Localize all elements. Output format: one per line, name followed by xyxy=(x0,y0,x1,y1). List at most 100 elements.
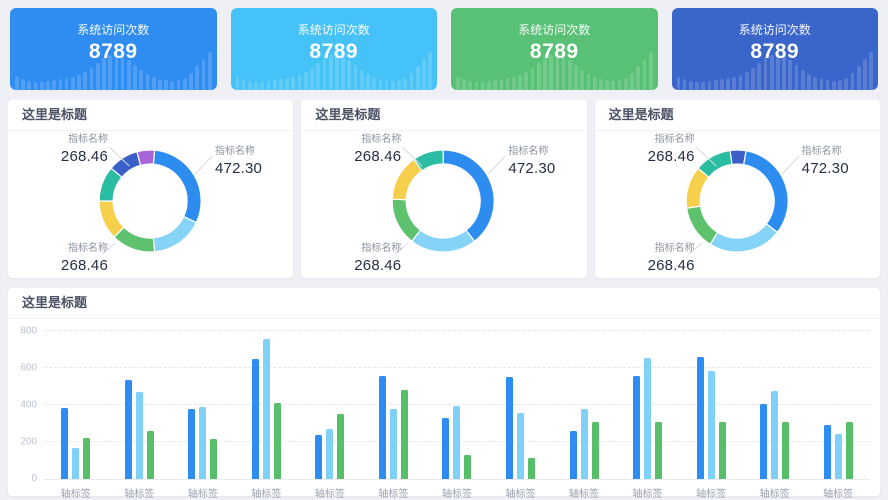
mini-bar xyxy=(695,82,699,90)
mini-bar xyxy=(322,58,327,90)
bar-light-blue[interactable] xyxy=(262,339,270,479)
donut-segment[interactable] xyxy=(729,149,747,166)
stats-row: 系统访问次数 8789 系统访问次数 8789 系统访问次数 8789 系统访问… xyxy=(0,0,888,90)
bar-blue[interactable] xyxy=(188,408,196,479)
donut-chart[interactable] xyxy=(8,131,293,278)
donut-segment[interactable] xyxy=(696,149,733,179)
donut-segment[interactable] xyxy=(685,205,719,246)
mini-bar xyxy=(617,80,622,90)
bar-blue[interactable] xyxy=(378,375,386,479)
mini-bar xyxy=(511,77,516,90)
mini-bar xyxy=(372,77,377,90)
mini-bar xyxy=(384,80,389,90)
card-title: 这里是标题 xyxy=(594,100,880,131)
card-title: 这里是标题 xyxy=(8,100,294,131)
mini-bar xyxy=(316,63,321,90)
bar-blue[interactable] xyxy=(633,376,641,479)
bar-group xyxy=(171,331,235,479)
bar-blue[interactable] xyxy=(315,434,323,479)
bar-blue[interactable] xyxy=(569,430,577,479)
bar-light-blue[interactable] xyxy=(771,390,779,479)
card-title: 这里是标题 xyxy=(8,288,880,319)
callout-leader-line xyxy=(194,155,213,175)
bar-green[interactable] xyxy=(146,430,154,479)
callout-value: 472.30 xyxy=(508,159,556,177)
bar-green[interactable] xyxy=(718,421,726,479)
donut-segment[interactable] xyxy=(411,229,476,253)
mini-bar xyxy=(108,55,112,90)
mini-bar xyxy=(151,77,156,90)
mini-bar xyxy=(428,52,432,90)
callout-name: 指标名称 xyxy=(654,134,695,145)
donut-segment[interactable] xyxy=(98,200,125,238)
mini-bar xyxy=(769,55,774,90)
mini-bar xyxy=(751,68,755,90)
bar-light-blue[interactable] xyxy=(707,371,715,479)
bar-group xyxy=(235,331,299,479)
bar-chart-body: 0 200 400 600 800 轴标签 轴标签 轴标签 轴标签 轴标签 轴标签 轴标签 轴标签 轴标… xyxy=(8,319,880,500)
bar-green[interactable] xyxy=(210,439,218,479)
bar-blue[interactable] xyxy=(124,380,132,479)
mini-bar xyxy=(676,77,681,90)
donut-card-3: 这里是标题 指标名称 268.46 指标名称 472.30 指标名称 268.4… xyxy=(594,100,880,278)
stat-card-label: 系统访问次数 xyxy=(297,23,370,37)
donut-segment[interactable] xyxy=(708,222,778,253)
bar-light-blue[interactable] xyxy=(580,408,588,479)
mini-bar xyxy=(701,82,706,90)
callout-name: 指标名称 xyxy=(68,134,108,145)
bar-blue[interactable] xyxy=(760,404,768,479)
bar-light-blue[interactable] xyxy=(72,447,80,479)
mini-bar xyxy=(58,79,63,90)
bar-light-blue[interactable] xyxy=(644,357,652,479)
mini-bar xyxy=(499,79,504,90)
bar-group xyxy=(616,331,680,479)
bar-green[interactable] xyxy=(782,421,790,479)
stat-card-label: 系统访问次数 xyxy=(518,23,591,37)
bar-green[interactable] xyxy=(83,438,91,479)
bar-blue[interactable] xyxy=(696,357,704,479)
bar-light-blue[interactable] xyxy=(199,407,207,479)
mini-bar xyxy=(543,58,547,90)
bar-green[interactable] xyxy=(400,390,408,479)
donut-segment[interactable] xyxy=(152,215,198,253)
bar-blue[interactable] xyxy=(442,417,450,479)
mini-bar xyxy=(738,75,743,90)
donut-segment[interactable] xyxy=(391,198,422,243)
bar-green[interactable] xyxy=(273,403,281,479)
bar-blue[interactable] xyxy=(61,407,69,479)
donut-segment[interactable] xyxy=(152,149,202,224)
bar-blue[interactable] xyxy=(823,425,831,479)
bar-light-blue[interactable] xyxy=(453,405,461,479)
mini-bar xyxy=(530,68,535,90)
donut-chart-area: 指标名称 268.46 指标名称 472.30 指标名称 268.46 xyxy=(8,131,293,278)
mini-bar xyxy=(247,81,252,90)
bar-blue[interactable] xyxy=(505,377,513,479)
bar-green[interactable] xyxy=(655,421,663,479)
bar-green[interactable] xyxy=(845,421,853,479)
mini-bar xyxy=(642,59,647,90)
donut-segment[interactable] xyxy=(742,150,789,234)
donut-chart[interactable] xyxy=(301,131,586,278)
bar-light-blue[interactable] xyxy=(389,408,397,479)
donut-chart-area: 指标名称 268.46 指标名称 472.30 指标名称 268.46 xyxy=(301,131,586,278)
donut-chart[interactable] xyxy=(595,131,880,278)
donut-segment[interactable] xyxy=(442,149,496,243)
callout-leader-line xyxy=(101,242,116,255)
bar-light-blue[interactable] xyxy=(516,412,524,479)
bar-blue[interactable] xyxy=(251,359,259,479)
bar-green[interactable] xyxy=(337,414,345,479)
bar-chart-plot[interactable]: 0 200 400 600 800 xyxy=(20,326,870,484)
mini-bar xyxy=(176,80,181,90)
bar-light-blue[interactable] xyxy=(834,434,842,479)
bar-green[interactable] xyxy=(527,458,535,479)
bar-group xyxy=(679,331,743,479)
mini-bar xyxy=(763,58,768,90)
callout-right: 指标名称 472.30 xyxy=(508,146,555,178)
bar-green[interactable] xyxy=(464,455,472,479)
bar-light-blue[interactable] xyxy=(326,429,334,479)
donut-segment[interactable] xyxy=(136,149,156,167)
bar-green[interactable] xyxy=(591,421,599,479)
stat-card-label: 系统访问次数 xyxy=(77,23,150,37)
bar-light-blue[interactable] xyxy=(135,392,143,479)
x-axis-label: 轴标签 xyxy=(60,489,91,500)
